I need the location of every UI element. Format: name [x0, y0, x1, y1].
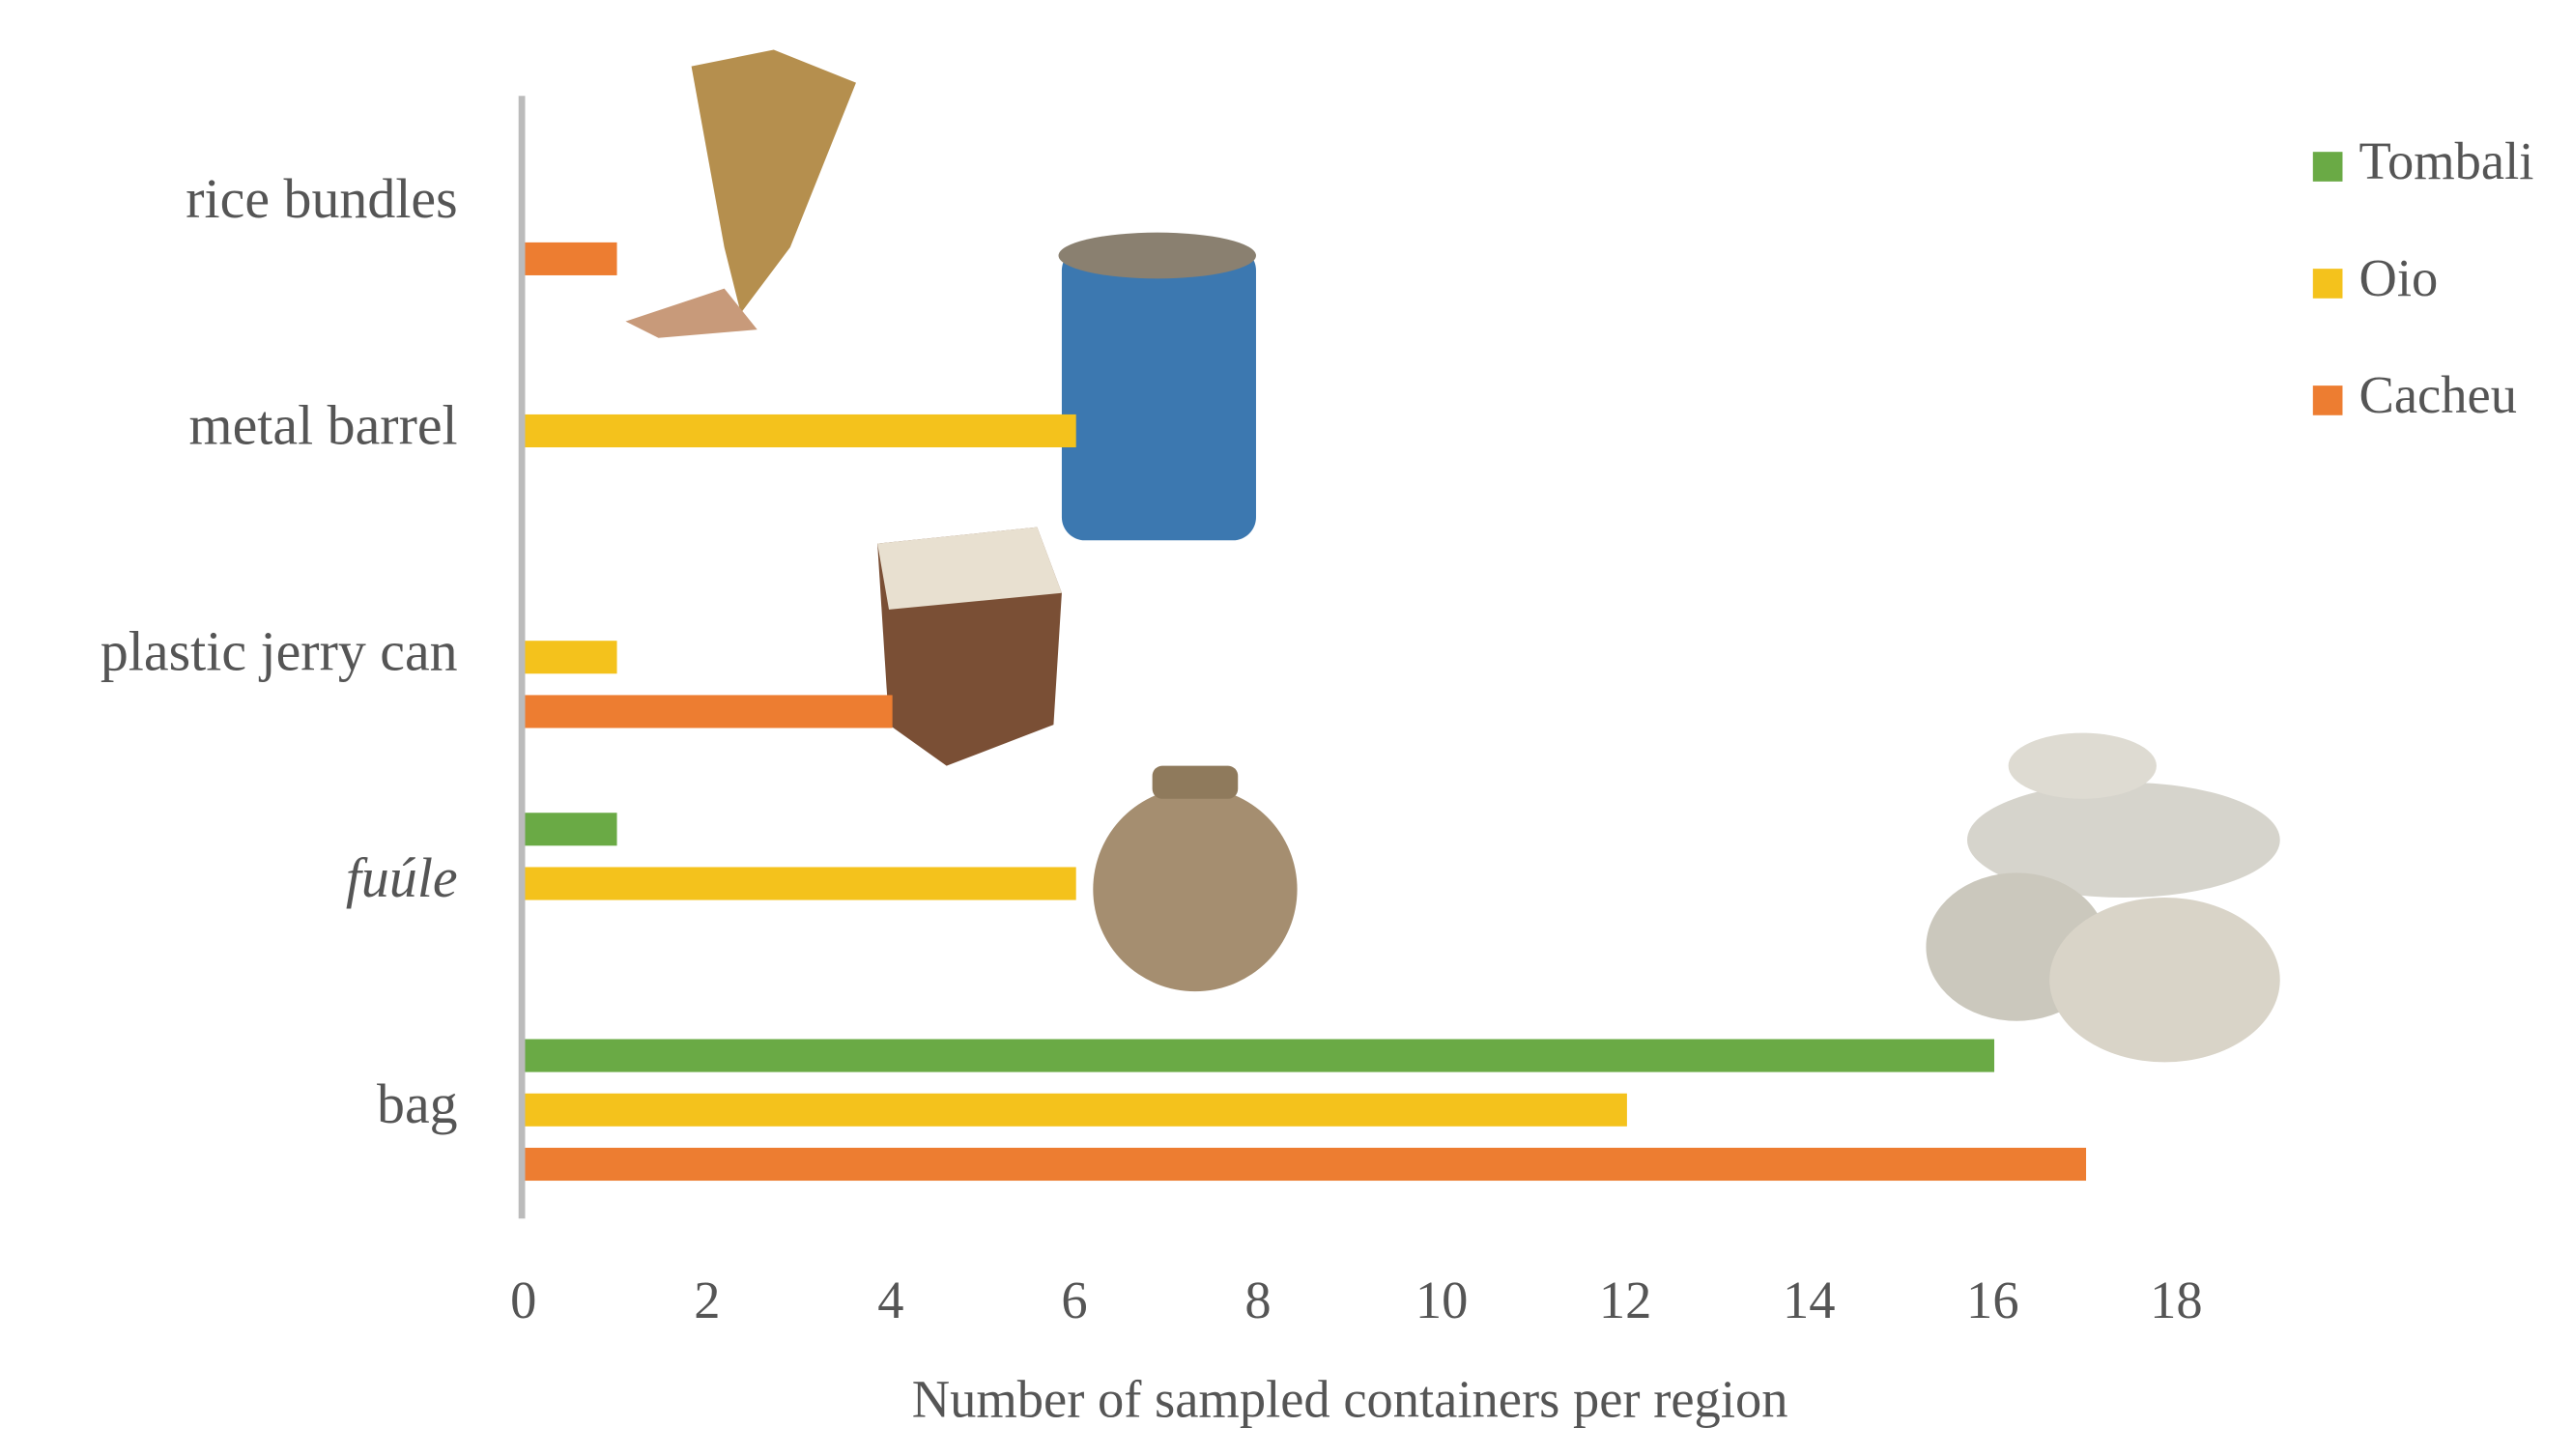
bag-image	[2049, 897, 2280, 1063]
legend-swatch	[2312, 269, 2343, 299]
rice-image	[691, 49, 856, 314]
legend-swatch	[2312, 152, 2343, 182]
jerry-can-top	[877, 527, 1062, 610]
bag-image	[2008, 732, 2157, 799]
pot-lid	[1152, 765, 1239, 799]
x-tick-label: 0	[510, 1270, 536, 1329]
y-tick-label: bag	[377, 1072, 458, 1135]
legend-label: Oio	[2359, 248, 2439, 307]
legend-label: Cacheu	[2359, 365, 2517, 424]
bar	[525, 867, 1076, 900]
barrel-lid	[1058, 232, 1256, 279]
barrel-image	[1061, 246, 1256, 541]
legend-swatch	[2312, 385, 2343, 415]
bar	[525, 1147, 2087, 1182]
bar	[525, 1039, 1995, 1072]
bar	[525, 414, 1076, 448]
x-tick-label: 14	[1783, 1270, 1836, 1329]
bar	[525, 1093, 1627, 1127]
x-tick-label: 2	[694, 1270, 720, 1329]
x-tick-label: 10	[1415, 1270, 1469, 1329]
bar	[525, 813, 617, 846]
bar	[525, 242, 617, 275]
x-axis-label: Number of sampled containers per region	[912, 1369, 1788, 1428]
y-tick-label: metal barrel	[189, 393, 458, 456]
y-tick-label: rice bundles	[186, 167, 457, 230]
pot-image	[1093, 786, 1298, 992]
hand-image	[625, 288, 758, 338]
legend-label: Tombali	[2359, 131, 2534, 190]
y-tick-label: fuúle	[346, 846, 458, 909]
illustrations	[625, 49, 2280, 1063]
bar	[525, 641, 617, 674]
x-tick-label: 12	[1599, 1270, 1652, 1329]
x-tick-label: 16	[1966, 1270, 2019, 1329]
y-tick-label: plastic jerry can	[100, 620, 458, 683]
x-tick-label: 6	[1061, 1270, 1087, 1329]
x-tick-label: 8	[1244, 1270, 1271, 1329]
bar	[525, 695, 893, 728]
x-tick-label: 18	[2150, 1270, 2203, 1329]
x-tick-label: 4	[877, 1270, 903, 1329]
bag-image	[1967, 782, 2280, 898]
